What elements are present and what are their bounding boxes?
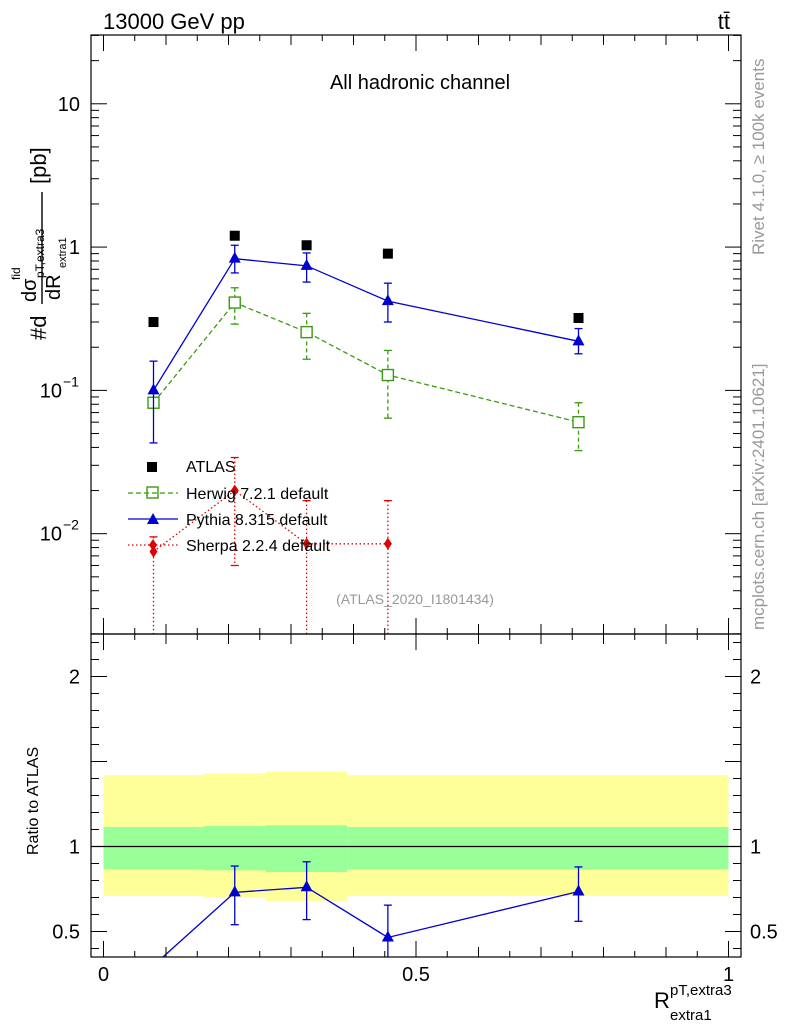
- sherpa-point-1: [230, 484, 239, 497]
- atlas-point-3: [382, 248, 393, 259]
- x-label-superscript: pT,extra3: [670, 982, 732, 999]
- y-label-numerator-sub: pT,extra3: [33, 228, 47, 278]
- mcplots-label: mcplots.cern.ch [arXiv:2401.10621]: [749, 364, 768, 630]
- y-tick-label-base-2: 10: [40, 380, 62, 402]
- sherpa-point-3: [383, 537, 392, 550]
- analysis-id: (ATLAS_2020_I1801434): [336, 591, 494, 607]
- y-label-denominator: dR: [43, 274, 65, 300]
- sherpa-point-2: [302, 537, 311, 550]
- y-tick-label-1: 1: [69, 237, 80, 259]
- ratio-tick-label-left-1: 1: [69, 837, 80, 859]
- ratio-tick-label-left-0: 2: [69, 667, 80, 689]
- atlas-point-0: [148, 317, 159, 328]
- y-tick-label-0: 10: [58, 94, 80, 116]
- x-tick-label-0: 0: [98, 964, 109, 986]
- pythia-point-4: [572, 334, 585, 346]
- legend-label-sherpa: Sherpa 2.2.4 default: [186, 538, 331, 555]
- atlas-point-4: [573, 312, 584, 323]
- herwig-line: [152, 301, 579, 423]
- ratio-tick-label-left-2: 0.5: [52, 922, 80, 944]
- legend-label-atlas: ATLAS: [186, 459, 236, 476]
- legend-marker-pythia: [147, 513, 159, 524]
- legend-label-pythia: Pythia 8.315 default: [186, 512, 328, 529]
- herwig-point-1: [228, 296, 241, 309]
- ratio-band-green-0: [103, 826, 204, 870]
- y-label-numerator-sup: fid: [9, 267, 23, 280]
- process-label: tt̄: [718, 9, 730, 34]
- herwig-point-3: [381, 368, 395, 382]
- pythia-ratio-point-3: [381, 930, 394, 942]
- ratio-series-layer: [91, 845, 741, 958]
- y-label-prefix: #d: [26, 316, 51, 340]
- pythia-ratio-point-2: [300, 880, 313, 892]
- y-tick-label-base-3: 10: [40, 524, 62, 546]
- legend-marker-herwig: [146, 486, 159, 499]
- energy-label: 13000 GeV pp: [103, 9, 245, 34]
- x-tick-label-2: 1: [723, 964, 734, 986]
- x-tick-label-1: 0.5: [402, 964, 430, 986]
- legend-marker-sherpa: [149, 539, 157, 551]
- ratio-tick-label-right-0: 2: [750, 667, 761, 689]
- ratio-tick-label-right-1: 1: [750, 837, 761, 859]
- rivet-label: Rivet 4.1.0, ≥ 100k events: [749, 59, 768, 255]
- x-label-main: R: [654, 988, 670, 1013]
- ratio-band-green-3: [347, 826, 429, 870]
- pythia-point-2: [300, 258, 313, 270]
- ratio-band-green-1: [203, 826, 266, 871]
- pythia-ratio-point-4: [572, 884, 585, 896]
- atlas-point-1: [229, 230, 240, 241]
- x-axis-label: R pT,extra3 extra1: [654, 982, 732, 1024]
- ratio-uncertainty-bands: [103, 771, 729, 901]
- herwig-point-2: [300, 325, 313, 339]
- y-tick-label-exp-3: −2: [63, 517, 79, 533]
- ratio-y-axis-label: Ratio to ATLAS: [25, 747, 42, 855]
- pythia-ratio-point-1: [228, 885, 241, 897]
- pythia-point-1: [228, 251, 241, 263]
- herwig-point-4: [572, 415, 585, 429]
- chart-title: All hadronic channel: [330, 72, 510, 94]
- ratio-band-green-4: [428, 826, 729, 870]
- y-label-unit: [pb]: [26, 147, 51, 184]
- pythia-point-0: [147, 383, 160, 395]
- y-label-numerator: dσ: [19, 278, 41, 302]
- ratio-tick-label-right-2: 0.5: [750, 922, 778, 944]
- legend-marker-atlas: [147, 462, 157, 472]
- y-label-denominator-sub: extra1: [57, 237, 69, 268]
- legend-label-herwig: Herwig 7.2.1 default: [186, 486, 329, 503]
- main-series-layer: [147, 230, 585, 634]
- y-axis-label: #d dσ fid pT,extra3 dR extra1 [pb]: [9, 147, 69, 340]
- x-label-subscript: extra1: [670, 1007, 712, 1024]
- legend: ATLAS Herwig 7.2.1 default Pythia 8.315 …: [128, 459, 331, 555]
- pythia-point-3: [381, 294, 394, 306]
- atlas-point-2: [301, 240, 312, 251]
- y-tick-label-exp-2: −1: [63, 373, 79, 389]
